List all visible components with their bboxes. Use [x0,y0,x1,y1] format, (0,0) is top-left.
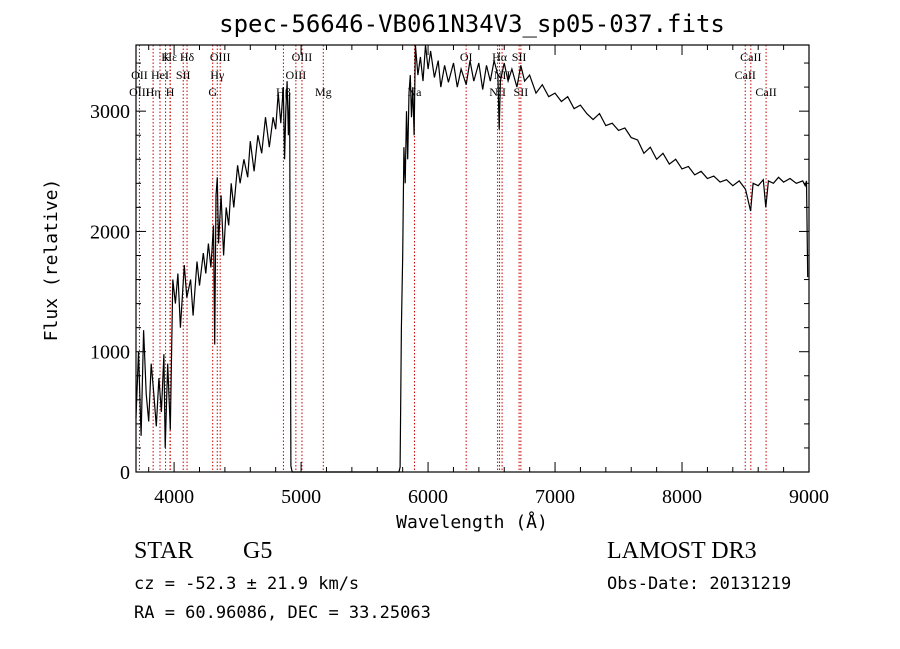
spectrum-line [135,44,809,473]
y-tick-label-2000: 2000 [90,221,130,243]
coordinates-text: RA = 60.96086, DEC = 33.25063 [134,603,431,623]
survey-name: LAMOST DR3 [607,538,757,564]
x-axis-label: Wavelength (Å) [396,511,548,533]
y-tick-label-0: 0 [120,462,130,484]
object-class: STAR [134,538,194,564]
x-tick-label-4000: 4000 [154,486,194,508]
line-label-4: OIII [292,50,313,64]
x-tick-label-6000: 6000 [408,486,448,508]
line-label-18: H [166,85,175,99]
line-label-11: SII [176,68,191,82]
spectral-line-markers [138,45,767,472]
y-tick-label-3000: 3000 [90,101,130,123]
line-label-15: CaII [735,68,756,82]
line-label-7: SII [512,50,527,64]
x-tick-label-5000: 5000 [281,486,321,508]
plot-frame [135,44,810,473]
x-tick-label-8000: 8000 [662,486,702,508]
axis-ticks [136,45,810,473]
line-label-12: Hγ [210,68,225,82]
line-label-3: OIII [210,50,231,64]
x-tick-label-9000: 9000 [789,486,829,508]
line-label-6: Hα [492,50,508,64]
redshift-text: cz = -52.3 ± 21.9 km/s [134,574,360,594]
chart-title: spec-56646-VB061N34V3_sp05-037.fits [219,10,725,38]
line-label-19: G [208,85,217,99]
y-tick-labels: 0 1000 2000 3000 [90,101,130,484]
spectrum-chart: spec-56646-VB061N34V3_sp05-037.fits HεK H… [41,10,829,533]
line-label-9: OII [131,68,148,82]
y-tick-label-1000: 1000 [90,342,130,364]
line-label-10: HeI [151,68,169,82]
y-axis-label: Flux (relative) [41,179,62,342]
line-label-5: OI [460,50,473,64]
line-label-8: CaII [740,50,761,64]
line-label-24: SII [514,85,529,99]
line-label-23: NII [489,85,506,99]
object-subclass: G5 [243,538,273,564]
observation-date: Obs-Date: 20131219 [607,574,792,594]
line-label-16: OIII [129,85,150,99]
line-label-17: Hη [146,85,161,99]
x-tick-labels: 4000 5000 6000 7000 8000 9000 [154,486,829,508]
line-label-25: CaII [755,85,776,99]
line-label-1: K [161,50,170,64]
line-label-13: OIII [286,68,307,82]
x-tick-label-7000: 7000 [535,486,575,508]
line-label-21: Mg [315,85,332,99]
line-label-2: Hδ [180,50,195,64]
